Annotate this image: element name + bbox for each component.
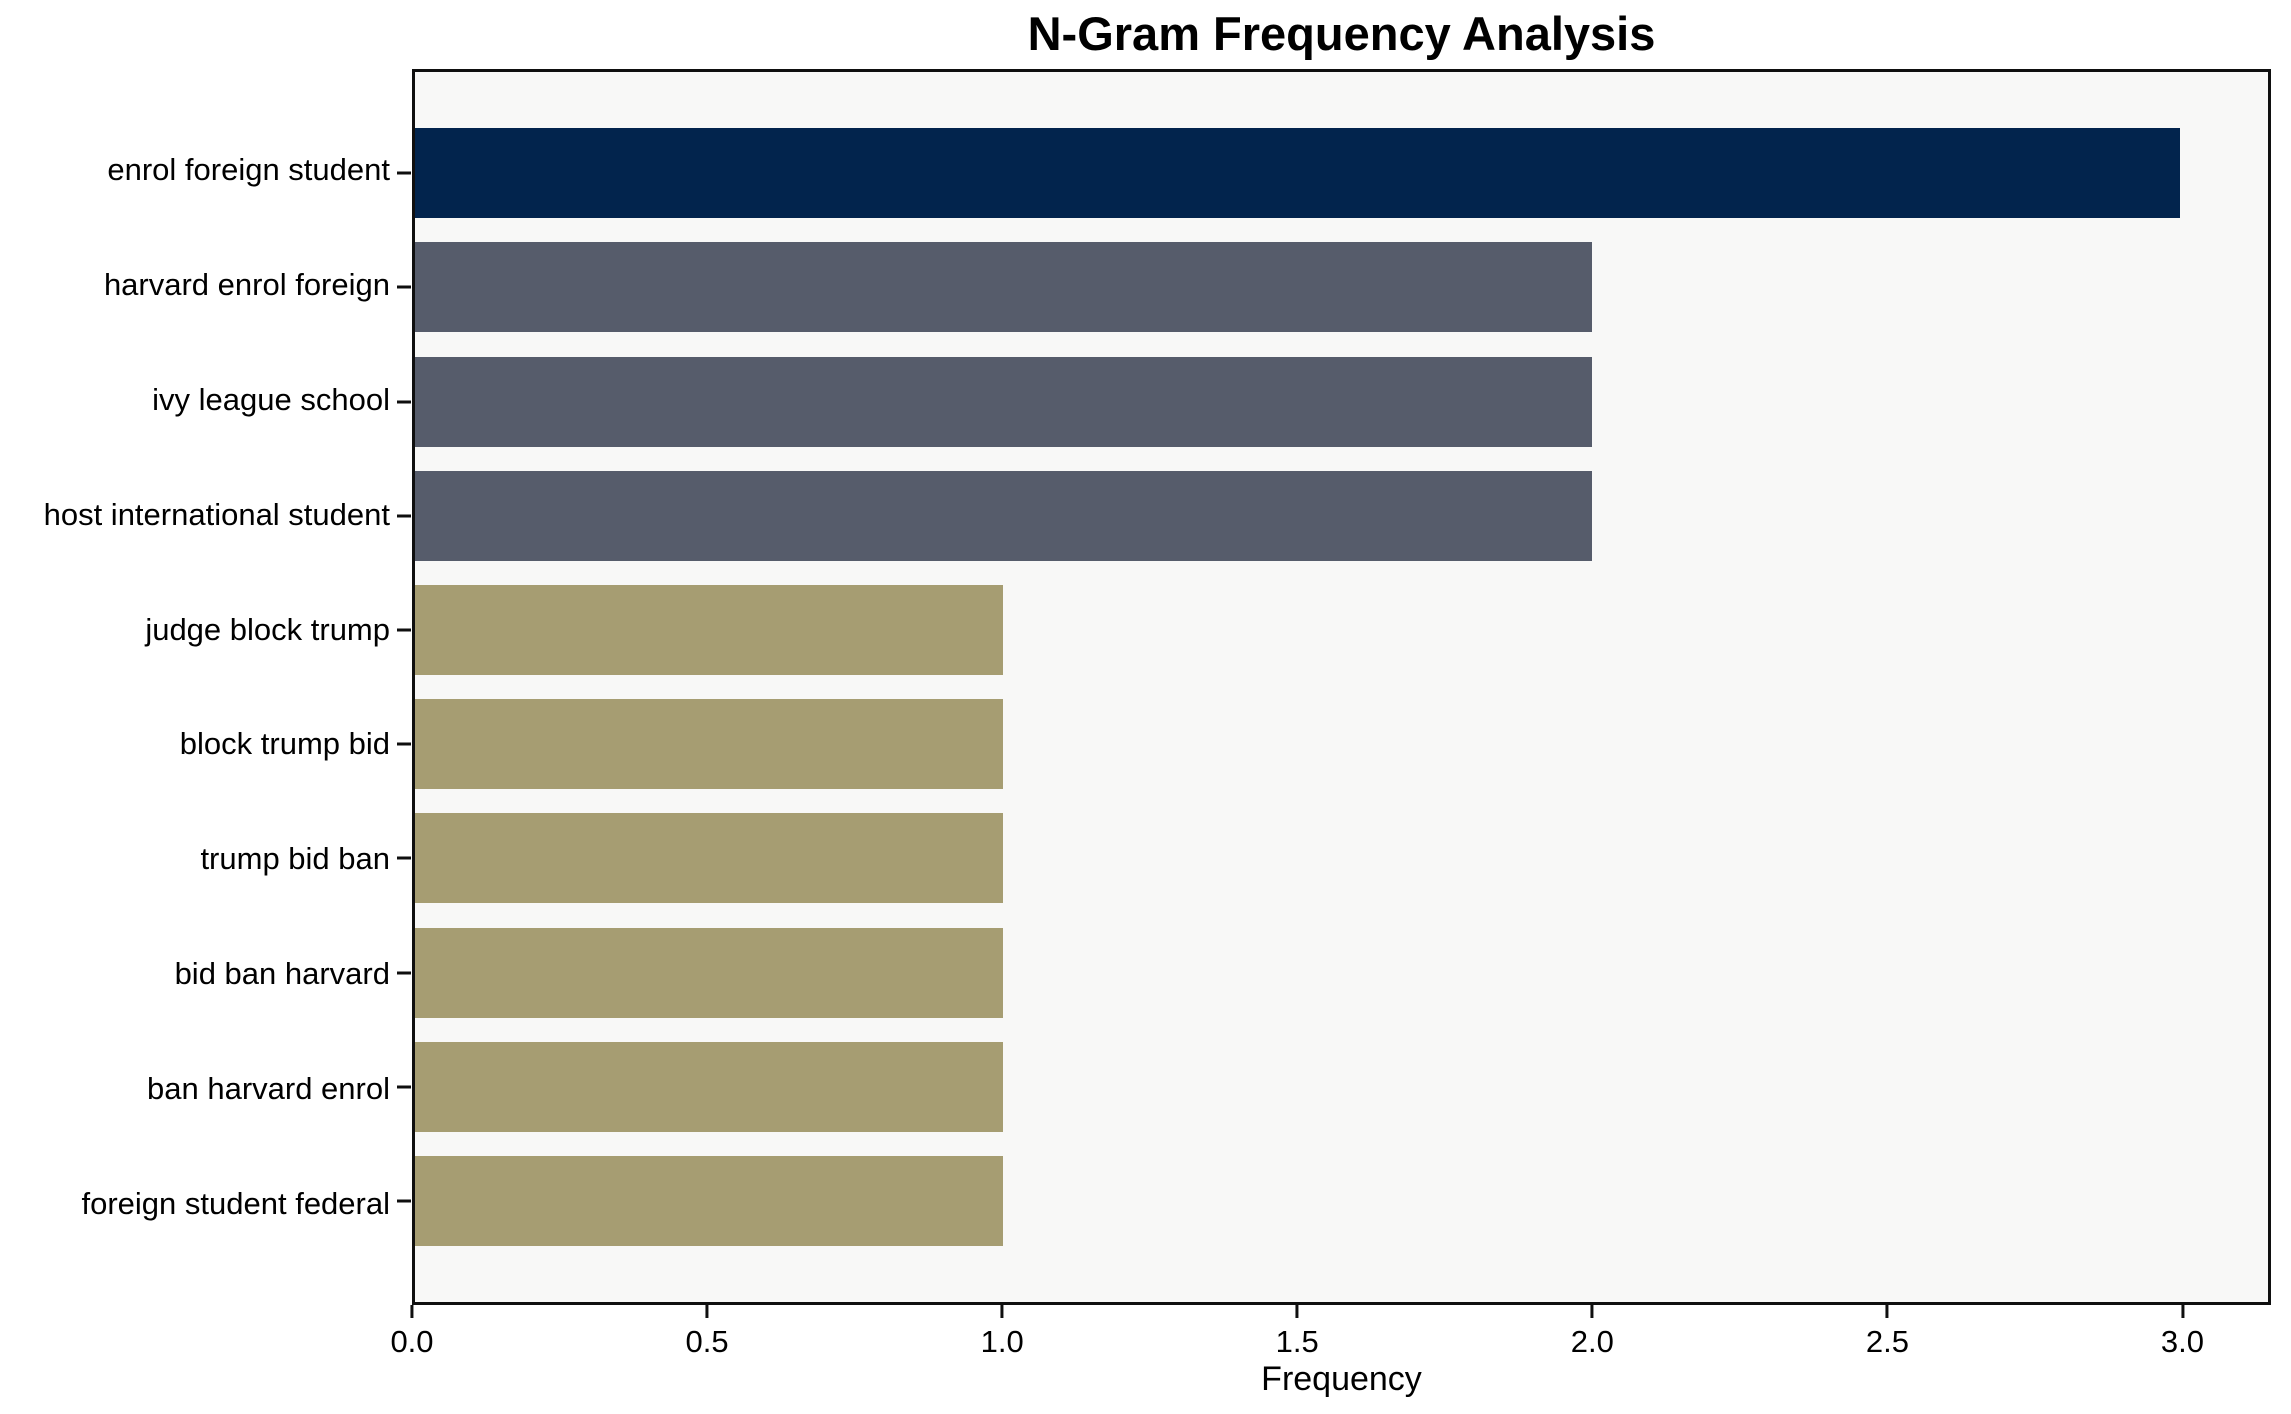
x-tick-label: 0.0 <box>390 1324 434 1359</box>
x-tick: 0.0 <box>390 1305 434 1360</box>
bar-row <box>397 1144 2268 1258</box>
y-tick-label: ivy league school <box>152 381 390 417</box>
y-axis-labels: enrol foreign student harvard enrol forei… <box>0 69 390 1305</box>
x-tick: 3.0 <box>2161 1305 2204 1360</box>
y-tick-label: trump bid ban <box>200 841 390 877</box>
y-tick-mark <box>397 171 411 175</box>
bar-rows <box>397 72 2268 1302</box>
x-tick: 1.0 <box>981 1305 1024 1360</box>
bar-row <box>397 116 2268 230</box>
y-tick-mark <box>397 856 411 860</box>
y-tick-label: harvard enrol foreign <box>103 267 390 303</box>
y-tick-label: block trump bid <box>179 726 390 762</box>
y-tick-mark <box>397 1199 411 1203</box>
x-tick-label: 2.5 <box>1865 1324 1909 1359</box>
bar <box>415 470 1592 561</box>
bar <box>415 813 1004 904</box>
x-tick-mark <box>705 1305 709 1318</box>
x-tick-label: 3.0 <box>2160 1324 2205 1359</box>
y-tick-mark <box>397 742 411 746</box>
x-tick-mark <box>1590 1305 1594 1318</box>
y-tick-mark <box>397 971 411 975</box>
y-tick-label: ban harvard enrol <box>147 1070 390 1106</box>
x-tick-mark <box>410 1305 414 1318</box>
y-tick-mark <box>397 514 411 518</box>
x-tick: 0.5 <box>686 1305 729 1360</box>
x-tick-label: 1.0 <box>980 1324 1024 1359</box>
x-tick-mark <box>2180 1305 2184 1318</box>
y-tick-mark <box>397 285 411 289</box>
bar <box>415 356 1592 447</box>
y-tick-mark <box>397 628 411 632</box>
bar <box>415 1041 1004 1132</box>
y-tick-mark <box>397 1085 411 1089</box>
y-tick-label: judge block trump <box>145 611 390 647</box>
x-tick: 2.0 <box>1571 1305 1614 1360</box>
x-tick-label: 2.0 <box>1570 1324 1614 1359</box>
bar-row <box>397 687 2268 801</box>
bar <box>415 1155 1004 1246</box>
y-tick-label: enrol foreign student <box>107 152 390 188</box>
bar <box>415 128 2180 219</box>
x-tick: 1.5 <box>1276 1305 1319 1360</box>
x-tick-mark <box>1885 1305 1889 1318</box>
bar <box>415 242 1592 333</box>
plot-area <box>397 69 2271 1305</box>
bar <box>415 584 1004 675</box>
bar-row <box>397 1030 2268 1144</box>
x-axis-title: Frequency <box>1261 1360 1422 1398</box>
y-tick-mark <box>397 400 411 403</box>
bar-row <box>397 459 2268 573</box>
bar-row <box>397 801 2268 915</box>
bar <box>415 927 1004 1018</box>
x-tick-label: 1.5 <box>1275 1324 1319 1359</box>
y-tick-label: foreign student federal <box>81 1185 391 1221</box>
x-tick: 2.5 <box>1866 1305 1909 1360</box>
bar-row <box>397 573 2268 687</box>
x-tick-mark <box>1000 1305 1004 1318</box>
bar-row <box>397 344 2268 458</box>
x-axis-ticks: 0.0 0.5 1.0 1.5 2.0 2.5 3.0 <box>390 1305 2271 1377</box>
bar-row <box>397 915 2268 1029</box>
bar-row <box>397 230 2268 344</box>
chart-title: N-Gram Frequency Analysis <box>1027 7 1656 60</box>
y-tick-label: bid ban harvard <box>174 955 390 991</box>
x-tick-label: 0.5 <box>685 1324 729 1359</box>
bar <box>415 699 1004 790</box>
x-tick-mark <box>1295 1305 1299 1318</box>
y-tick-label: host international student <box>43 496 390 532</box>
